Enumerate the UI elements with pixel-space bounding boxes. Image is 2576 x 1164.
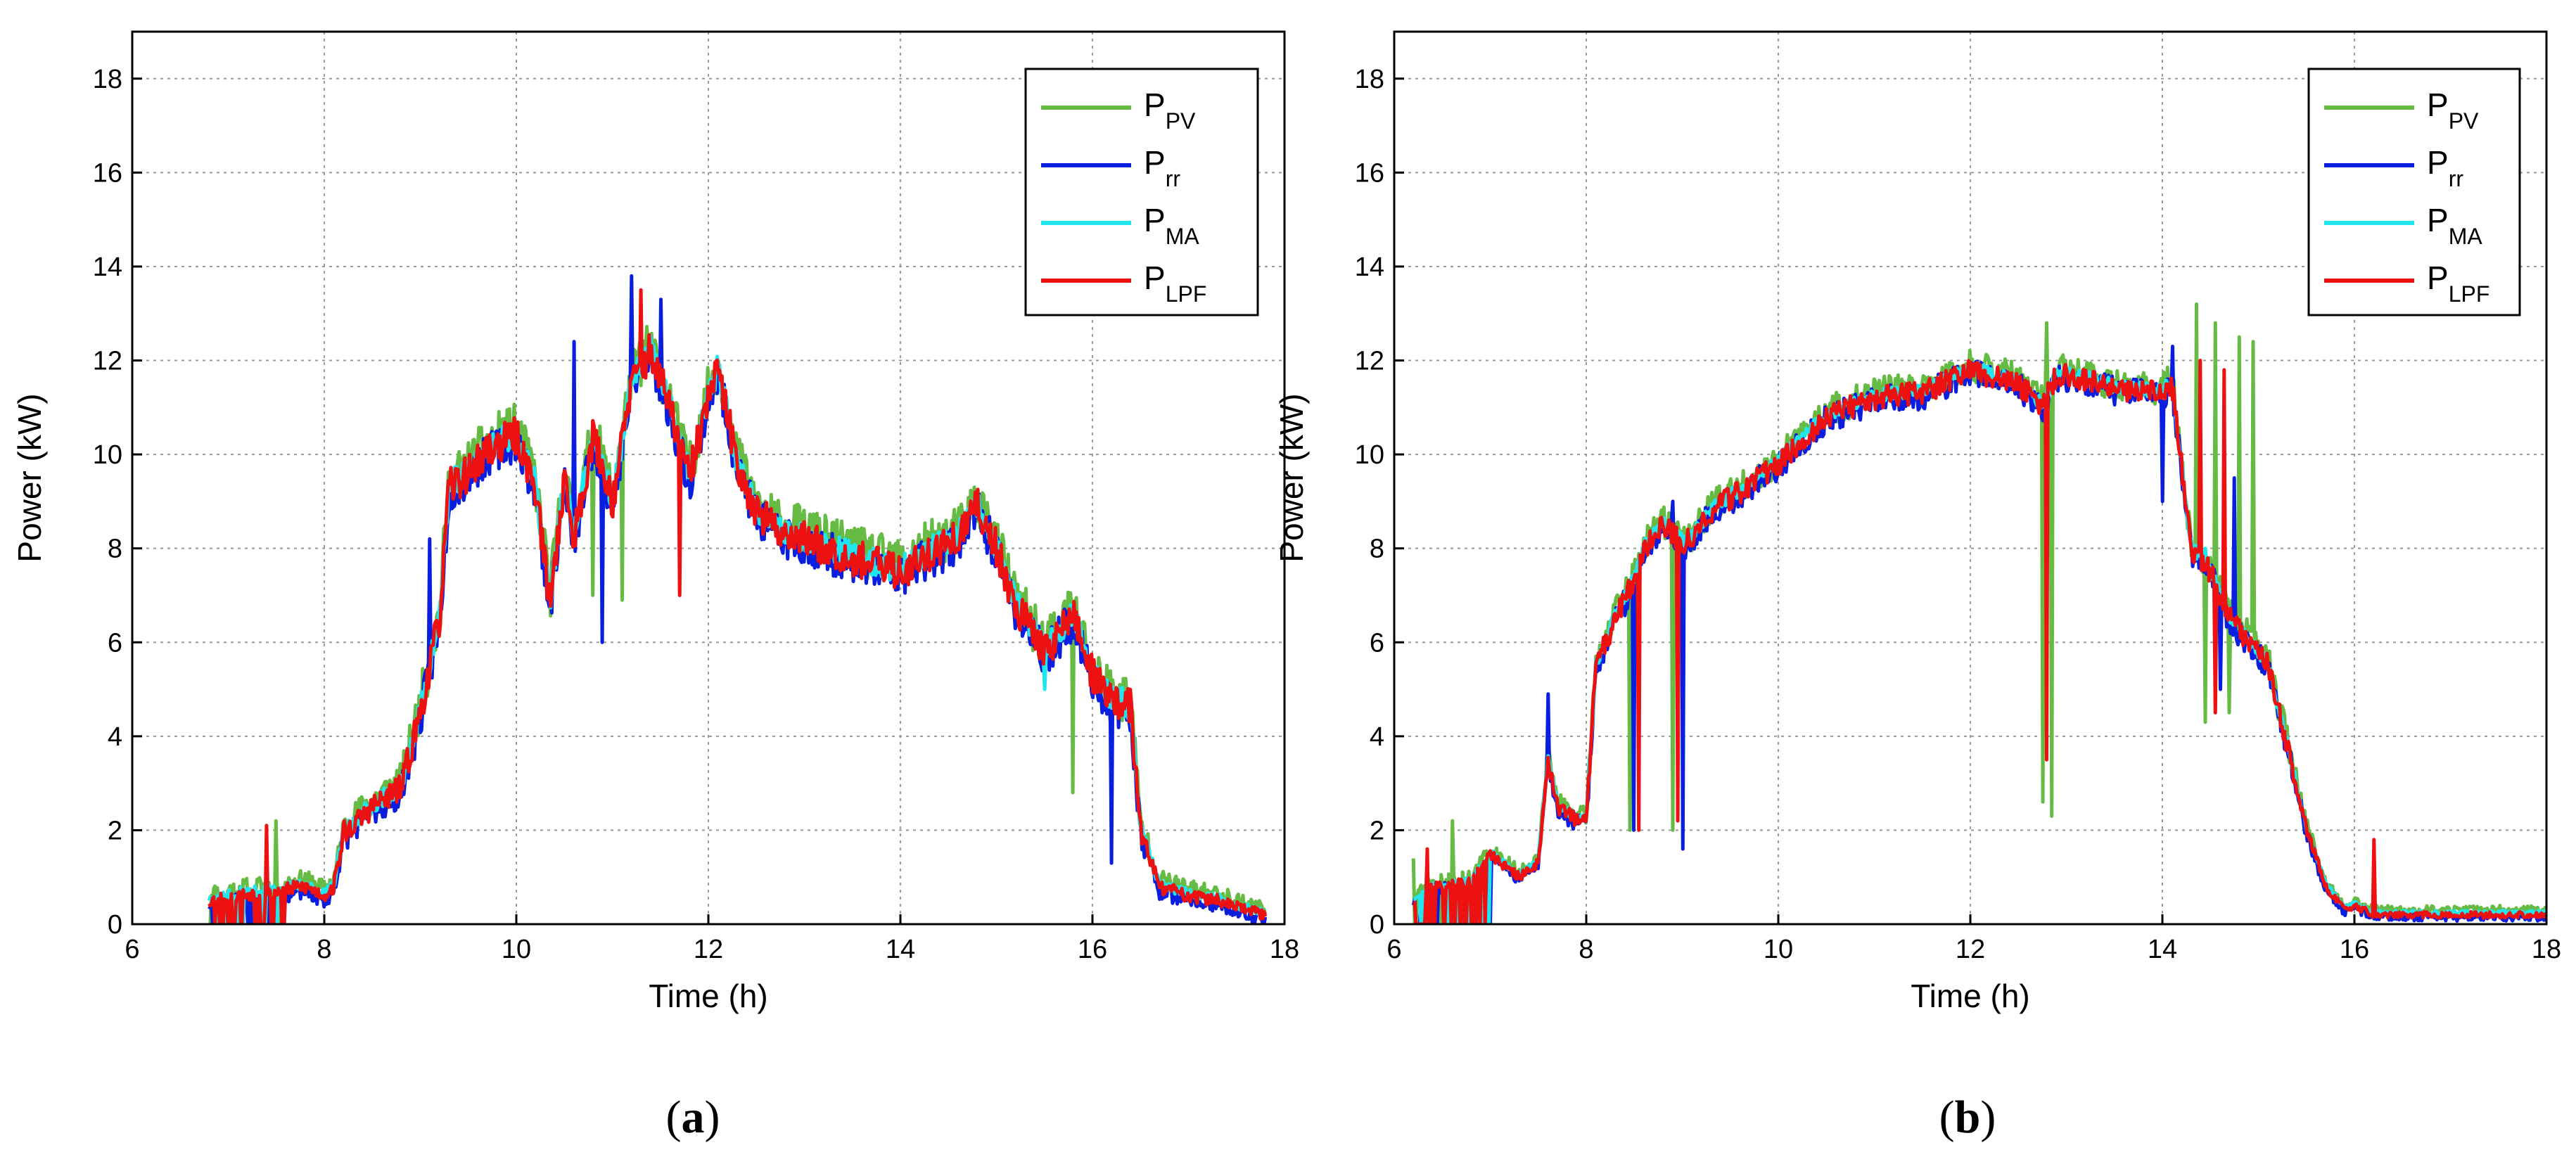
legend-entry-PMA: PMA — [1144, 202, 1199, 249]
x-tick-label: 12 — [1956, 935, 1985, 964]
legend-sub: PV — [1166, 108, 1196, 134]
series-line-PLPF — [208, 288, 1268, 924]
x-tick-label: 18 — [1270, 935, 1299, 964]
y-tick-label: 8 — [1370, 535, 1384, 564]
x-tick-label: 6 — [1386, 935, 1401, 964]
y-tick-label: 10 — [1355, 440, 1384, 470]
y-tick-label: 12 — [93, 347, 122, 376]
y-tick-label: 0 — [108, 910, 122, 940]
legend-entry-PLPF: PLPF — [1144, 260, 1206, 307]
legend-entry-PPV: PPV — [2427, 87, 2479, 134]
x-tick-label: 12 — [694, 935, 723, 964]
y-tick-label: 14 — [93, 252, 122, 282]
legend-sub: rr — [2449, 166, 2464, 191]
panel-label-letter: a — [682, 1092, 705, 1143]
series-line-PLPF — [1413, 359, 2546, 924]
legend-main: P — [1144, 144, 1166, 181]
legend-sub: MA — [2449, 224, 2483, 249]
legend-main: P — [1144, 87, 1166, 123]
panel-label: (a) — [666, 1092, 720, 1143]
legend-box — [1024, 68, 1259, 316]
y-tick-label: 18 — [93, 65, 122, 94]
panel-label-close: ) — [1980, 1092, 1996, 1143]
chart-panel-b: 6 8 10 12 14 16 18 0 2 4 6 8 10 12 14 16 18 Time (h) Power… — [1273, 30, 2561, 1143]
y-tick-label: 6 — [108, 628, 122, 658]
y-tick-label: 0 — [1370, 910, 1384, 940]
y-tick-label: 4 — [108, 722, 122, 752]
y-axis-label: Power (kW) — [11, 393, 48, 562]
legend-sub: rr — [1166, 166, 1181, 191]
legend-main: P — [2427, 202, 2449, 238]
legend-box — [2307, 68, 2521, 316]
y-tick-label: 8 — [108, 535, 122, 564]
legend-entry-PPV: PPV — [1144, 87, 1196, 134]
y-tick-label: 16 — [93, 158, 122, 188]
legend-entry-Prr: Prr — [2427, 144, 2463, 191]
legend-main: P — [2427, 87, 2449, 123]
y-tick-label: 4 — [1370, 722, 1384, 752]
y-tick-label: 18 — [1355, 65, 1384, 94]
x-tick-label: 18 — [2532, 935, 2561, 964]
legend-sub: MA — [1166, 224, 1200, 249]
y-tick-label: 12 — [1355, 347, 1384, 376]
x-axis-label: Time (h) — [649, 978, 768, 1014]
x-tick-label: 10 — [1764, 935, 1793, 964]
y-tick-label: 2 — [108, 816, 122, 845]
x-tick-label: 8 — [1579, 935, 1593, 964]
legend-main: P — [1144, 202, 1166, 238]
y-tick-label: 2 — [1370, 816, 1384, 845]
x-tick-label: 6 — [125, 935, 139, 964]
panel-label-close: ) — [705, 1092, 720, 1143]
legend-entry-PMA: PMA — [2427, 202, 2482, 249]
legend-main: P — [2427, 260, 2449, 296]
panel-label-open: ( — [666, 1092, 682, 1143]
panel-label-open: ( — [1939, 1092, 1955, 1143]
y-tick-label: 6 — [1370, 628, 1384, 658]
x-tick-label: 8 — [317, 935, 331, 964]
y-axis-label: Power (kW) — [1273, 393, 1310, 562]
legend-entry-PLPF: PLPF — [2427, 260, 2489, 307]
x-tick-label: 14 — [886, 935, 915, 964]
x-tick-label: 10 — [502, 935, 531, 964]
legend-sub: PV — [2449, 108, 2479, 134]
legend-sub: LPF — [2449, 281, 2490, 307]
series-group — [207, 274, 1268, 924]
y-tick-label: 10 — [93, 440, 122, 470]
x-tick-label: 16 — [1078, 935, 1107, 964]
series-group — [1411, 302, 2546, 924]
x-tick-label: 16 — [2340, 935, 2369, 964]
y-tick-label: 16 — [1355, 158, 1384, 188]
chart-panel-a: 6 8 10 12 14 16 18 0 2 4 6 8 10 12 14 16 18 Time (h) Power… — [11, 30, 1299, 1143]
x-tick-label: 14 — [2148, 935, 2177, 964]
y-tick-label: 14 — [1355, 252, 1384, 282]
legend-sub: LPF — [1166, 281, 1207, 307]
legend-entry-Prr: Prr — [1144, 144, 1180, 191]
legend-main: P — [2427, 144, 2449, 181]
panel-label-letter: b — [1955, 1092, 1981, 1143]
legend-main: P — [1144, 260, 1166, 296]
panel-label: (b) — [1939, 1092, 1996, 1143]
x-axis-label: Time (h) — [1911, 978, 2030, 1014]
